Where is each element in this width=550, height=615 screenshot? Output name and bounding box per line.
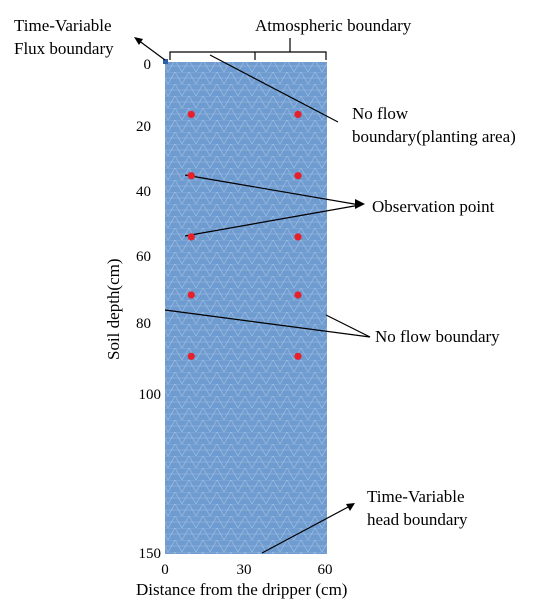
flux-boundary-label-line1: Time-Variable xyxy=(14,16,112,35)
y-tick-20: 20 xyxy=(136,119,151,135)
observation-point-5 xyxy=(187,233,195,241)
observation-point-4 xyxy=(294,172,302,180)
observation-point-3 xyxy=(187,172,195,180)
y-tick-100: 100 xyxy=(138,387,162,403)
no-flow-planting-label-line2: boundary(planting area) xyxy=(352,127,516,146)
noflow-leader-2 xyxy=(325,314,371,338)
head-boundary-label-line2: head boundary xyxy=(367,510,468,529)
observation-point-9 xyxy=(187,352,195,360)
flux-boundary-marker xyxy=(163,59,168,64)
observation-point-7 xyxy=(187,291,195,299)
x-tick-60: 60 xyxy=(317,562,333,578)
noflow-leader-1 xyxy=(164,309,371,338)
planting-leader xyxy=(209,54,339,123)
x-tick-0: 0 xyxy=(161,562,169,578)
observation-point-8 xyxy=(294,291,302,299)
observation-point-6 xyxy=(294,233,302,241)
head-arrowhead xyxy=(346,503,355,511)
y-axis-label: Soil depth(cm) xyxy=(104,258,123,360)
observation-point-10 xyxy=(294,352,302,360)
observation-point-2 xyxy=(294,110,302,118)
flux-boundary-label-line2: Flux boundary xyxy=(14,39,114,58)
head-boundary-label-line1: Time-Variable xyxy=(367,487,465,506)
y-tick-150: 150 xyxy=(138,546,162,562)
y-tick-60: 60 xyxy=(136,249,151,265)
x-tick-30: 30 xyxy=(236,562,252,578)
observation-points xyxy=(187,110,302,360)
obs-arrowhead xyxy=(355,199,365,209)
flux-leader xyxy=(137,39,166,61)
obs-leader-1 xyxy=(184,174,361,206)
no-flow-boundary-label: No flow boundary xyxy=(375,327,500,346)
no-flow-planting-label-line1: No flow xyxy=(352,104,409,123)
observation-point-1 xyxy=(187,110,195,118)
atmospheric-bracket xyxy=(169,38,327,60)
head-leader xyxy=(261,505,351,554)
atmospheric-boundary-label: Atmospheric boundary xyxy=(255,16,412,35)
x-axis-label: Distance from the dripper (cm) xyxy=(136,580,348,599)
y-tick-80: 80 xyxy=(136,316,151,332)
flux-arrowhead xyxy=(134,37,143,45)
observation-point-label: Observation point xyxy=(372,197,495,216)
obs-leader-2 xyxy=(184,204,361,237)
mesh-overlay xyxy=(165,62,327,554)
y-tick-0: 0 xyxy=(143,57,152,73)
y-tick-40: 40 xyxy=(136,184,151,200)
